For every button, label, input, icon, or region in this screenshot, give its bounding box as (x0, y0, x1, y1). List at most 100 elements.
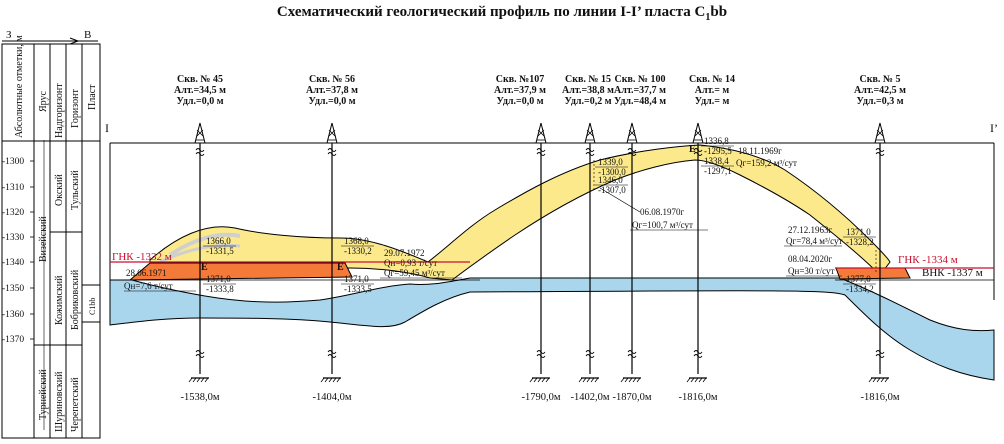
w56-q-oil: Qн=0,93 т/сут (384, 258, 437, 268)
well-alt: Алт.=37,7 м (614, 85, 666, 96)
well-bottom-depth: -1870,0м (612, 392, 651, 403)
well-name: Скв. № 5 (860, 74, 901, 85)
w14-date: 18.11.1969г (738, 146, 782, 156)
w56-q-gas: Qг=59,45 м³/сут (384, 268, 445, 278)
well-udl: Удл.=48,4 м (614, 96, 666, 107)
strat-plast-c1bb: C1bb (88, 298, 97, 315)
w5-top-abs: -1328,2 (846, 237, 874, 247)
depth-tick-label: -1310 (2, 183, 24, 193)
w15-bot-abs: -1307,0 (598, 185, 626, 195)
w45-e-marker: E (201, 262, 208, 273)
well-udl: Удл.=0,3 м (856, 96, 903, 107)
well-name: Скв. № 56 (309, 74, 355, 85)
w5-bot-abs: -1334,2 (846, 284, 874, 294)
w56-bot-md: 1371,0 (344, 274, 369, 284)
well-alt: Алт.= м (695, 85, 730, 96)
w15-bot-md: 1346,0 (598, 175, 623, 185)
depth-tick-label: -1320 (2, 208, 24, 218)
w15-q: Qг=100,7 м³/сут (632, 220, 693, 230)
strat-oksky: Окский (54, 174, 65, 206)
w56-top-abs: -1330,2 (344, 246, 372, 256)
well-bottom-depth: -1538,0м (180, 392, 219, 403)
w5-bot-md: 1377,0 (846, 274, 871, 284)
well-alt: Алт.=37,8 м (306, 85, 358, 96)
gnk-right-label: ГНК -1334 м (898, 254, 958, 266)
depth-tick-label: -1360 (2, 310, 24, 320)
oil-zone-left (128, 262, 353, 281)
depth-tick-label: -1370 (2, 335, 24, 345)
w45-bot-abs: -1333,8 (206, 284, 234, 294)
west-label: З (6, 29, 12, 41)
strat-kozhimsky: Кожимский (54, 275, 65, 325)
well-udl: Удл.=0,2 м (564, 96, 611, 107)
header-abs-elev: Абсолютные отметки, м (14, 35, 25, 138)
well-name: Скв. №107 (496, 74, 544, 85)
w15-top-md: 1339,0 (598, 157, 623, 167)
w45-top-abs: -1331,5 (206, 246, 234, 256)
well-name: Скв. № 15 (565, 74, 611, 85)
well-udl: Удл.=0,0 м (176, 96, 223, 107)
strat-viseysky: Визейский (38, 216, 49, 262)
header-yarus: Ярус (38, 90, 49, 112)
w15-date: 06.08.1970г (640, 207, 685, 217)
section-end-right: I’ (990, 121, 998, 135)
well-name: Скв. № 14 (689, 74, 735, 85)
well-udl: Удл.=0,0 м (496, 96, 543, 107)
well-name: Скв. № 100 (615, 74, 666, 85)
well-alt: Алт.=34,5 м (174, 85, 226, 96)
gas-gray-lens (168, 232, 241, 257)
depth-tick-label: -1330 (2, 233, 24, 243)
w56-e-marker: E (337, 262, 344, 273)
header-plast: Пласт (87, 84, 98, 110)
header-gorizont: Горизонт (70, 89, 81, 128)
w56-top-md: 1368,0 (344, 236, 369, 246)
strat-column (1, 37, 101, 439)
depth-tick-label: -1350 (2, 284, 24, 294)
w14-bot-abs: -1297,1 (704, 166, 732, 176)
well-bottom-depth: -1402,0м (570, 392, 609, 403)
w45-bot-md: 1371,0 (206, 274, 231, 284)
east-label: В (84, 29, 91, 41)
well-bottom-depth: -1816,0м (860, 392, 899, 403)
header-nadgorizont: Надгоризонт (54, 83, 65, 138)
water-zone (109, 277, 995, 381)
w45-date: 28.06.1971 (126, 268, 167, 278)
strat-turneysky: Турнейский (38, 369, 49, 420)
strat-shurinovsky: Шуриновский (54, 371, 65, 432)
w45-top-md: 1366,0 (206, 236, 231, 246)
strat-bobrikovsky: Бобриковский (70, 269, 81, 330)
w14-top-abs: -1295,5 (704, 146, 732, 156)
gnk-left-label: ГНК -1332 м (112, 251, 172, 263)
vnk-label: ВНК -1337 м (922, 267, 983, 279)
well-alt: Алт.=42,5 м (854, 85, 906, 96)
well-alt: Алт.=37,9 м (494, 85, 546, 96)
w45-q: Qн=7,6 т/сут (124, 281, 173, 291)
w5-q1: Qг=78,4 м³/сут (786, 236, 843, 246)
w14-q: Qг=159,2 м³/сут (736, 158, 797, 168)
w14-bot-md: 1338,4 (704, 156, 729, 166)
depth-tick-label: -1300 (2, 157, 24, 167)
strat-cherepetsky: Черепетский (70, 377, 81, 432)
well-name: Скв. № 45 (177, 74, 223, 85)
well-bottom-depth: -1816,0м (678, 392, 717, 403)
strat-tulsky: Тульский (70, 170, 81, 210)
profile-title: Схематический геологический профиль по л… (276, 4, 728, 23)
well-alt: Алт.=38,8 м (562, 85, 614, 96)
w14-top-md: 1336,8 (704, 136, 729, 146)
section-end-left: I (105, 121, 109, 135)
well-bottom-depth: -1404,0м (312, 392, 351, 403)
w5-date2: 08.04.2020г (788, 254, 833, 264)
w5-top-md: 1371,0 (846, 227, 871, 237)
w56-date: 29.07.1972 (384, 248, 425, 258)
well-udl: Удл.= м (695, 96, 730, 107)
depth-tick-label: -1340 (2, 258, 24, 268)
well-bottom-depth: -1790,0м (521, 392, 560, 403)
w5-date1: 27.12.1963г (788, 225, 833, 235)
